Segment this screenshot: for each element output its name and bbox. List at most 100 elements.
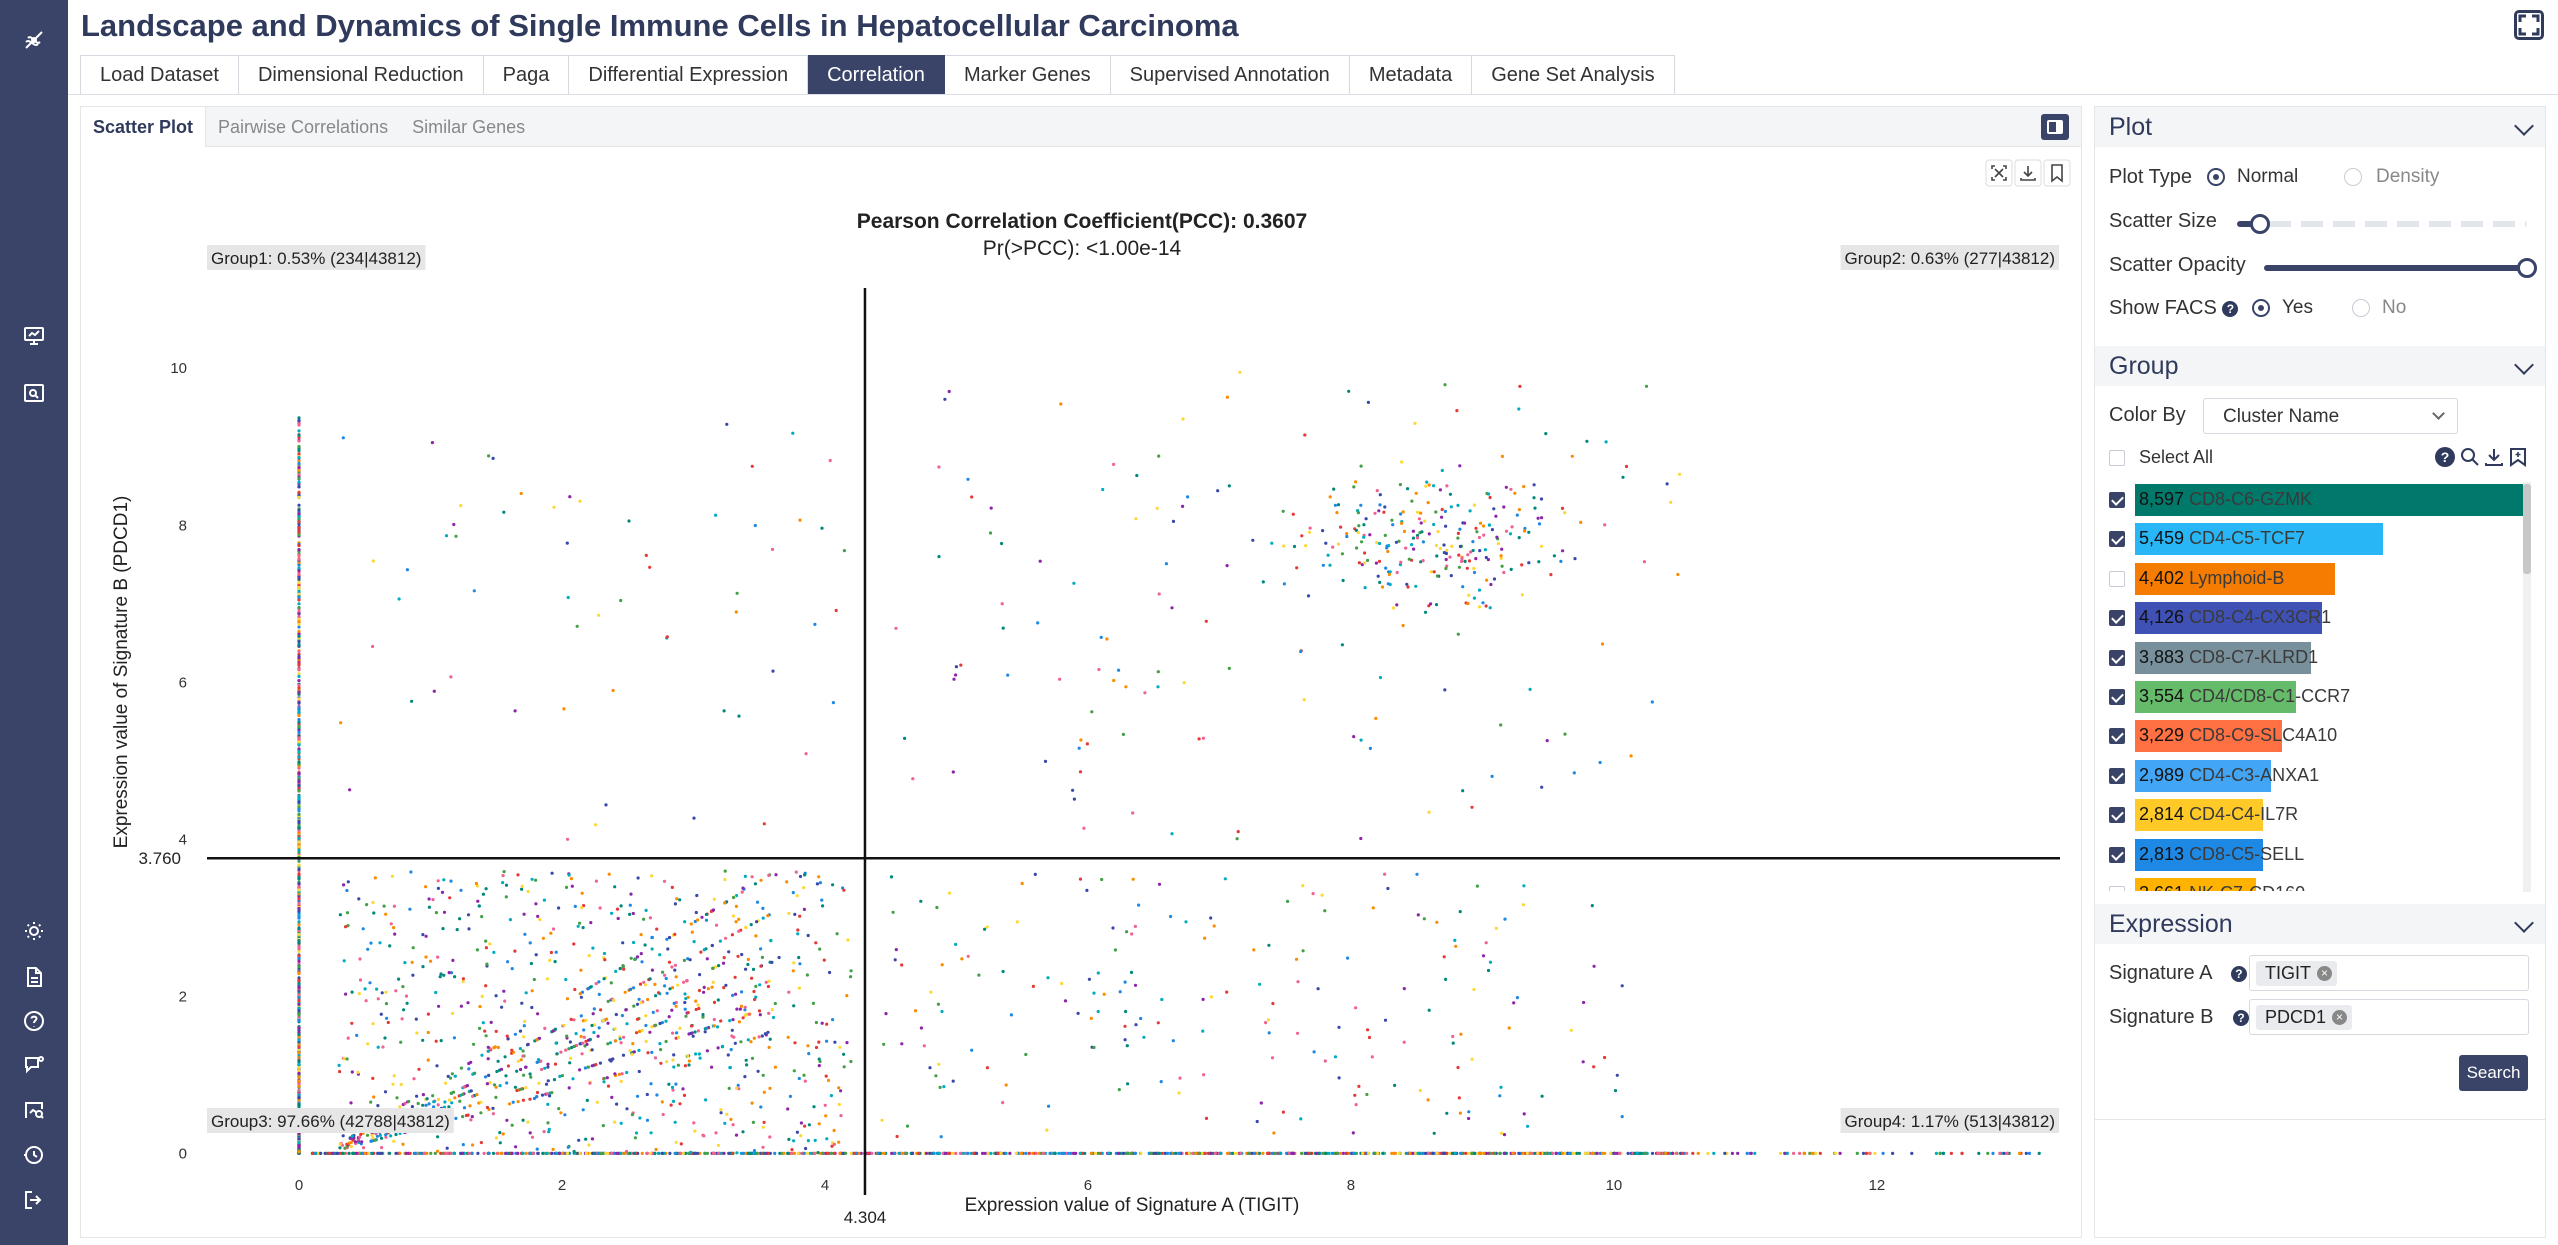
tab-gene-set-analysis[interactable]: Gene Set Analysis <box>1472 55 1675 95</box>
scatter-point <box>736 954 740 958</box>
download-icon[interactable] <box>2014 159 2042 187</box>
plot-type-density-radio[interactable] <box>2344 168 2362 186</box>
scatter-point <box>1137 903 1141 907</box>
search-icon[interactable] <box>2459 446 2481 468</box>
group-checkbox[interactable] <box>2109 649 2125 666</box>
show-facs-yes-label[interactable]: Yes <box>2282 297 2313 318</box>
scatter-point <box>379 1136 384 1140</box>
group-row[interactable]: 2,661 NK-C7-CD160 <box>2095 875 2545 891</box>
group-row[interactable]: 2,989 CD4-C3-ANXA1 <box>2095 757 2545 796</box>
color-by-select[interactable]: Cluster Name <box>2203 398 2458 434</box>
scatter-point <box>1435 574 1439 578</box>
scatter-point <box>673 902 678 906</box>
show-facs-yes-radio[interactable] <box>2252 299 2270 317</box>
logo-icon[interactable] <box>14 20 54 60</box>
scatter-point <box>692 940 696 944</box>
group-row[interactable]: 4,402 Lymphoid-B <box>2095 560 2545 599</box>
tab-metadata[interactable]: Metadata <box>1349 55 1473 95</box>
tab-differential-expression[interactable]: Differential Expression <box>569 55 809 95</box>
scatter-size-track[interactable] <box>2237 221 2527 227</box>
autoscale-icon[interactable] <box>1985 159 2013 187</box>
scatter-point <box>415 1094 419 1098</box>
bookmark-icon[interactable] <box>2507 446 2529 468</box>
expression-section-header[interactable]: Expression <box>2095 904 2545 944</box>
tab-load-dataset[interactable]: Load Dataset <box>80 55 239 95</box>
chat-icon[interactable] <box>14 1045 54 1085</box>
group-row[interactable]: 5,459 CD4-C5-TCF7 <box>2095 520 2545 559</box>
group-row[interactable]: 4,126 CD8-C4-CX3CR1 <box>2095 599 2545 638</box>
scatter-point <box>1383 1018 1388 1022</box>
group-checkbox[interactable] <box>2109 807 2125 824</box>
scatter-opacity-slider[interactable] <box>2517 258 2537 278</box>
tab-supervised-annotation[interactable]: Supervised Annotation <box>1110 55 1350 95</box>
remove-tag-icon[interactable]: × <box>2317 966 2332 981</box>
help-icon[interactable]: ? <box>2233 1009 2250 1026</box>
fullscreen-icon[interactable] <box>2514 10 2544 40</box>
plot-section-header[interactable]: Plot <box>2095 107 2545 147</box>
group-checkbox[interactable] <box>2109 570 2125 587</box>
group-row[interactable]: 2,814 CD4-C4-IL7R <box>2095 796 2545 835</box>
help-icon[interactable] <box>14 1001 54 1041</box>
plot-type-density-label[interactable]: Density <box>2376 166 2440 187</box>
scatter-point <box>505 1118 509 1122</box>
group-help-icon[interactable]: ? <box>2435 447 2455 467</box>
show-facs-no-radio[interactable] <box>2352 299 2370 317</box>
group-row[interactable]: 8,597 CD8-C6-GZMK <box>2095 481 2545 520</box>
document-icon[interactable] <box>14 957 54 997</box>
subtab-scatter-plot[interactable]: Scatter Plot <box>81 107 207 147</box>
group-row[interactable]: 3,554 CD4/CD8-C1-CCR7 <box>2095 678 2545 717</box>
scatter-point <box>716 998 720 1002</box>
scatter-size-slider[interactable] <box>2250 214 2271 234</box>
user-search-icon[interactable] <box>14 1090 54 1130</box>
sun-icon[interactable] <box>14 911 54 951</box>
history-icon[interactable] <box>14 1135 54 1175</box>
plot-type-normal-radio[interactable] <box>2207 168 2225 186</box>
group-section-header[interactable]: Group <box>2095 346 2545 386</box>
panel-toggle-icon[interactable] <box>2041 114 2069 140</box>
scatter-point <box>587 954 591 958</box>
scatter-point <box>461 1092 465 1096</box>
group-checkbox[interactable] <box>2109 728 2125 745</box>
download-icon[interactable] <box>2483 446 2505 468</box>
remove-tag-icon[interactable]: × <box>2332 1010 2348 1025</box>
group-row[interactable]: 3,883 CD8-C7-KLRD1 <box>2095 639 2545 678</box>
subtab-pairwise-correlations[interactable]: Pairwise Correlations <box>218 116 389 137</box>
group-row[interactable]: 3,229 CD8-C9-SLC4A10 <box>2095 717 2545 756</box>
search-button[interactable]: Search <box>2459 1055 2528 1091</box>
scatter-point <box>1615 1073 1619 1077</box>
select-all-label[interactable]: Select All <box>2139 447 2214 467</box>
tab-dimensional-reduction[interactable]: Dimensional Reduction <box>238 55 484 95</box>
group-checkbox[interactable] <box>2109 610 2125 627</box>
select-all-checkbox[interactable] <box>2109 450 2125 466</box>
help-icon[interactable]: ? <box>2222 300 2239 317</box>
group-checkbox[interactable] <box>2109 492 2125 508</box>
group-checkbox[interactable] <box>2109 767 2125 784</box>
group-checkbox[interactable] <box>2109 846 2125 863</box>
scatter-point <box>697 1006 701 1011</box>
image-search-icon[interactable] <box>14 373 54 413</box>
scatter-point <box>1440 507 1444 512</box>
scatter-point <box>1498 1151 1502 1155</box>
subtab-similar-genes[interactable]: Similar Genes <box>412 116 526 137</box>
scatter-point <box>1633 1151 1637 1155</box>
tab-correlation[interactable]: Correlation <box>808 55 945 95</box>
scatter-point <box>1656 1151 1660 1155</box>
group-list-scrollbar-thumb[interactable] <box>2523 484 2531 574</box>
help-icon[interactable]: ? <box>2230 965 2247 982</box>
scatter-point <box>684 1014 688 1018</box>
group-checkbox[interactable] <box>2109 886 2125 891</box>
plot-type-normal-label[interactable]: Normal <box>2237 166 2299 187</box>
signature-b-input[interactable]: PDCD1 × <box>2249 999 2529 1035</box>
bookmark-icon[interactable] <box>2043 159 2071 187</box>
signature-a-input[interactable]: TIGIT × <box>2249 955 2529 991</box>
presentation-icon[interactable] <box>14 316 54 356</box>
scatter-point <box>702 990 706 994</box>
tab-paga[interactable]: Paga <box>483 55 570 95</box>
logout-icon[interactable] <box>14 1180 54 1220</box>
scatter-point <box>1691 1151 1695 1155</box>
show-facs-no-label[interactable]: No <box>2382 297 2407 318</box>
group-checkbox[interactable] <box>2109 689 2125 705</box>
tab-marker-genes[interactable]: Marker Genes <box>944 55 1111 95</box>
group-checkbox[interactable] <box>2109 531 2125 548</box>
group-row[interactable]: 2,813 CD8-C5-SELL <box>2095 836 2545 875</box>
